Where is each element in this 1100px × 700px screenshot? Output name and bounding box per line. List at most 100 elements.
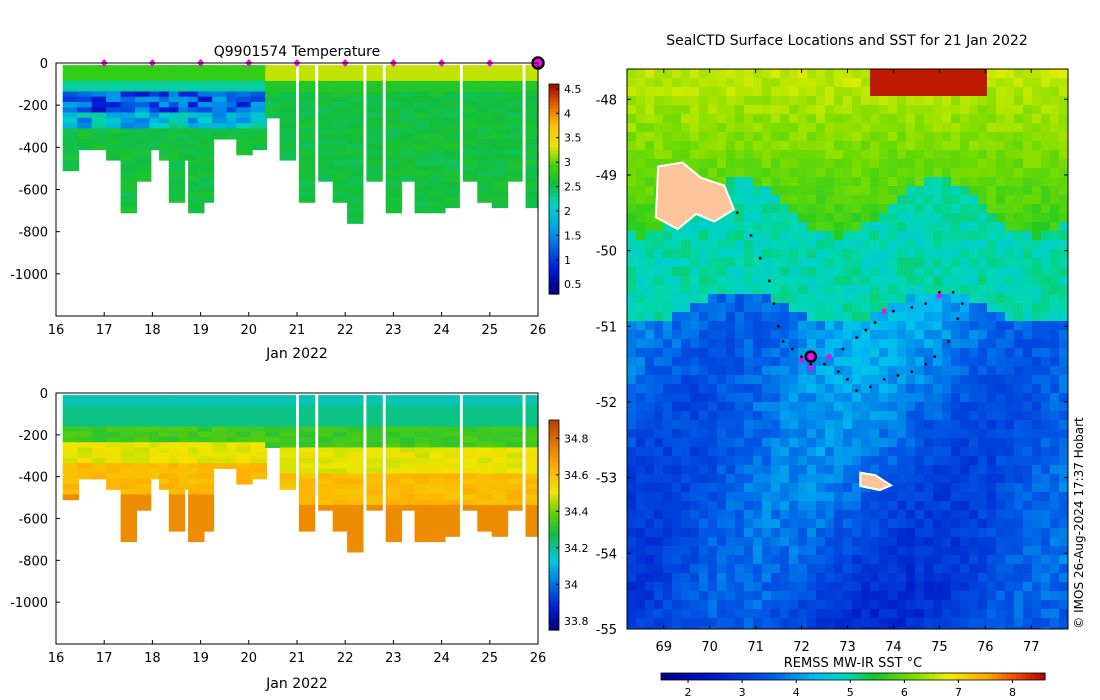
sst-cell: [1041, 159, 1051, 169]
sst-cell: [843, 78, 853, 88]
sst-cell: [987, 573, 997, 583]
sst-cell: [987, 591, 997, 601]
sst-cell: [636, 357, 646, 367]
sst-cell: [897, 465, 907, 475]
sst-cell: [978, 537, 988, 547]
profile-cell: [279, 431, 296, 438]
sst-cell: [816, 375, 826, 385]
sst-cell: [735, 402, 745, 412]
sst-cell: [1014, 402, 1024, 412]
sst-cell: [906, 87, 916, 97]
profile-cell: [135, 170, 152, 177]
sst-cell: [924, 276, 934, 286]
map-latitude-axis: -48-49-50-51-52-53-54-55: [596, 93, 1068, 638]
sst-cell: [708, 555, 718, 565]
sst-cell: [816, 384, 826, 394]
sst-cell: [879, 366, 889, 376]
profile-cell: [120, 191, 137, 198]
profile-cell: [120, 489, 137, 495]
sst-cell: [906, 627, 916, 629]
sst-cell: [744, 384, 754, 394]
sst-cell: [915, 303, 925, 313]
profile-cell: [491, 463, 509, 469]
sst-cell: [879, 573, 889, 583]
sst-cell: [753, 222, 763, 232]
sst-cell: [807, 240, 817, 250]
sst-cell: [933, 312, 943, 322]
sst-cell: [753, 519, 763, 529]
sst-colorbar-swatch: [699, 673, 705, 680]
sst-cell: [843, 600, 853, 610]
profile-cell: [525, 426, 538, 433]
sst-cell: [951, 78, 961, 88]
profile-cell: [91, 117, 109, 124]
sst-cell: [726, 618, 736, 628]
profile-cell: [265, 421, 282, 427]
sst-cell: [888, 465, 898, 475]
profile-cell: [414, 207, 431, 214]
profile-cell: [477, 128, 494, 135]
sst-cell: [816, 321, 826, 331]
sst-cell: [771, 87, 781, 97]
sst-cell: [888, 546, 898, 556]
profile-cell: [188, 395, 205, 401]
profile-cell: [106, 154, 123, 161]
sst-colorbar-tick-label: 5: [847, 686, 854, 699]
profile-cell: [347, 463, 364, 469]
profile-cell: [236, 75, 253, 82]
sst-cell: [1005, 267, 1015, 277]
sst-cell: [852, 438, 862, 448]
colorbar-swatch: [549, 87, 559, 92]
profile-cell: [236, 395, 253, 401]
sst-cell: [1050, 114, 1060, 124]
profile-cell: [178, 123, 195, 129]
profile-cell: [91, 395, 109, 401]
sst-cell: [672, 447, 682, 457]
sst-cell: [951, 537, 961, 547]
sst-cell: [951, 591, 961, 601]
sst-cell: [744, 240, 754, 250]
sst-cell: [951, 573, 961, 583]
sst-cell: [969, 312, 979, 322]
sst-cell: [816, 537, 826, 547]
heard-island: [859, 471, 894, 492]
sst-cell: [879, 213, 889, 223]
profile-cell: [135, 138, 152, 145]
sst-cell: [924, 591, 934, 601]
sst-cell: [987, 546, 997, 556]
sst-cell: [1032, 492, 1042, 502]
sst-cell: [987, 96, 997, 106]
sst-cell: [645, 213, 655, 223]
profile-cell: [525, 181, 538, 187]
sst-cell: [708, 501, 718, 511]
lon-tick-label: 72: [793, 640, 810, 655]
sst-cell: [834, 474, 844, 484]
profile-cell: [168, 186, 186, 193]
sst-cell: [708, 411, 718, 421]
sst-cell: [636, 573, 646, 583]
salinity-y-axis: 0-200-400-600-800-1000: [10, 387, 60, 611]
profile-cell: [62, 107, 80, 114]
sst-cell: [645, 267, 655, 277]
sst-cell: [726, 105, 736, 115]
profile-cell: [178, 416, 195, 422]
profile-cell: [62, 154, 80, 161]
sst-cell: [1059, 195, 1068, 205]
sst-cell: [906, 159, 916, 169]
sst-cell: [951, 402, 961, 412]
profile-cell: [385, 504, 403, 511]
profile-cell: [188, 202, 205, 209]
sst-cell: [888, 312, 898, 322]
colorbar-swatch: [549, 542, 559, 547]
sst-cell: [888, 600, 898, 610]
profile-cell: [385, 463, 403, 469]
sst-cell: [645, 591, 655, 601]
sst-cell: [636, 141, 646, 151]
sst-cell: [987, 618, 997, 628]
sst-colorbar-swatch: [747, 673, 753, 680]
sst-cell: [1023, 537, 1033, 547]
sst-cell: [816, 204, 826, 214]
sst-cell: [627, 573, 637, 583]
profile-cell: [462, 499, 480, 506]
profile-cell: [462, 410, 480, 417]
